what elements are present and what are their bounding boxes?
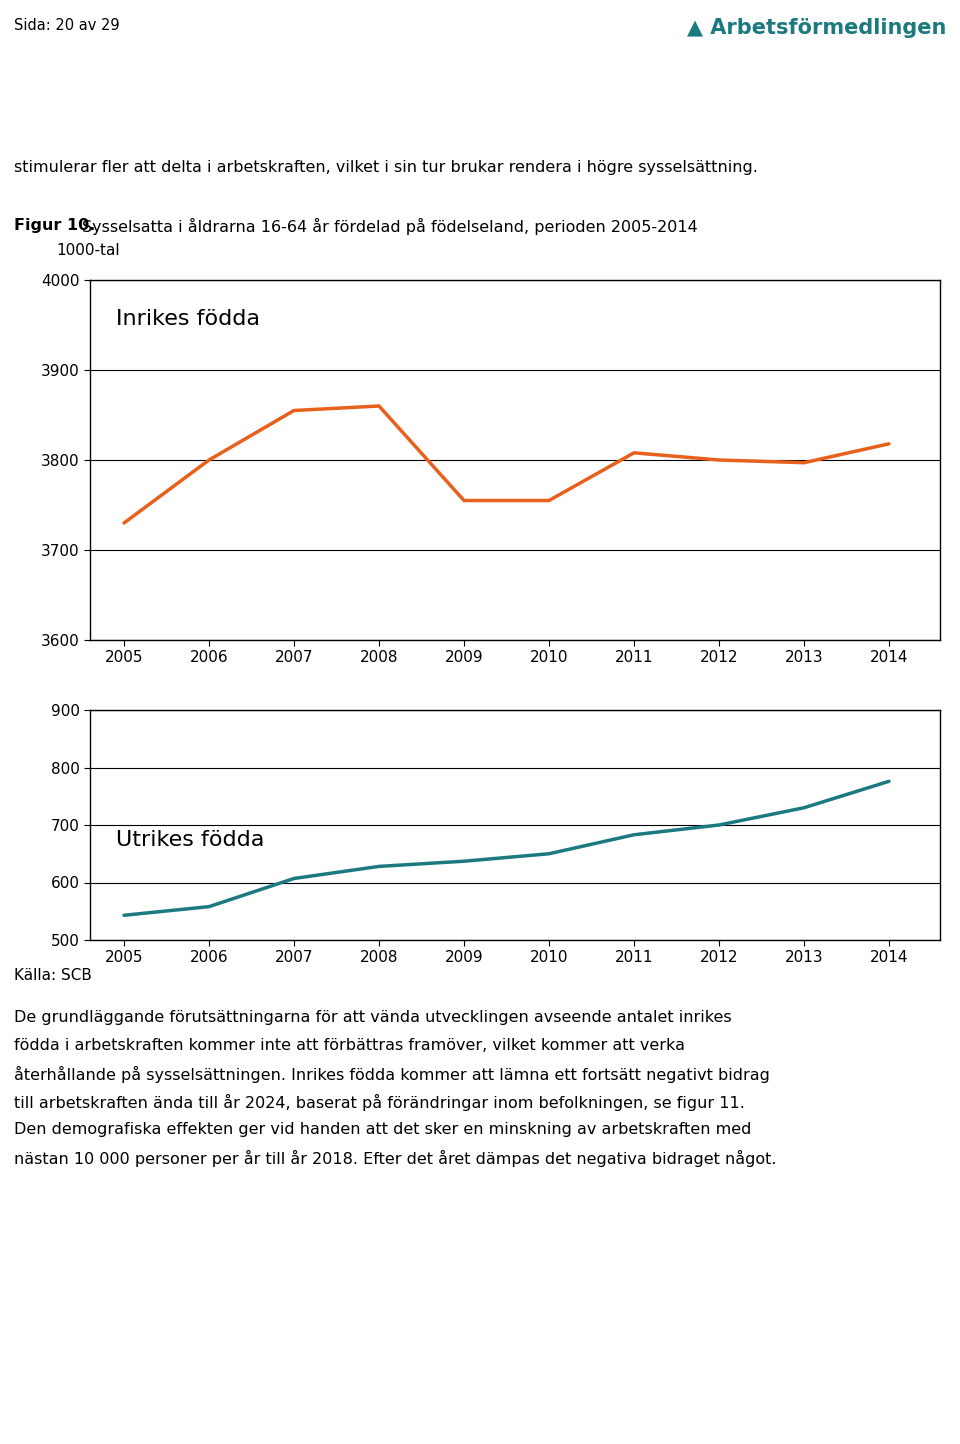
Text: stimulerar fler att delta i arbetskraften, vilket i sin tur brukar rendera i hög: stimulerar fler att delta i arbetskrafte…: [14, 160, 757, 175]
Text: Figur 10.: Figur 10.: [14, 218, 95, 232]
Text: till arbetskraften ända till år 2024, baserat på förändringar inom befolkningen,: till arbetskraften ända till år 2024, ba…: [14, 1095, 745, 1110]
Text: Inrikes födda: Inrikes födda: [115, 309, 259, 329]
Text: Sida: 20 av 29: Sida: 20 av 29: [14, 17, 120, 33]
Text: Sysselsatta i åldrarna 16-64 år fördelad på födelseland, perioden 2005-2014: Sysselsatta i åldrarna 16-64 år fördelad…: [82, 218, 698, 235]
Text: De grundläggande förutsättningarna för att vända utvecklingen avseende antalet i: De grundläggande förutsättningarna för a…: [14, 1009, 732, 1025]
Text: Utrikes födda: Utrikes födda: [115, 830, 264, 849]
Text: Den demografiska effekten ger vid handen att det sker en minskning av arbetskraf: Den demografiska effekten ger vid handen…: [14, 1122, 752, 1136]
Text: 1000-tal: 1000-tal: [56, 244, 120, 258]
Text: Källa: SCB: Källa: SCB: [14, 967, 92, 983]
Text: återhållande på sysselsättningen. Inrikes födda kommer att lämna ett fortsätt ne: återhållande på sysselsättningen. Inrike…: [14, 1066, 770, 1083]
Text: nästan 10 000 personer per år till år 2018. Efter det året dämpas det negativa b: nästan 10 000 personer per år till år 20…: [14, 1149, 777, 1167]
Text: ▲ Arbetsförmedlingen: ▲ Arbetsförmedlingen: [686, 17, 946, 38]
Text: födda i arbetskraften kommer inte att förbättras framöver, vilket kommer att ver: födda i arbetskraften kommer inte att fö…: [14, 1038, 685, 1053]
